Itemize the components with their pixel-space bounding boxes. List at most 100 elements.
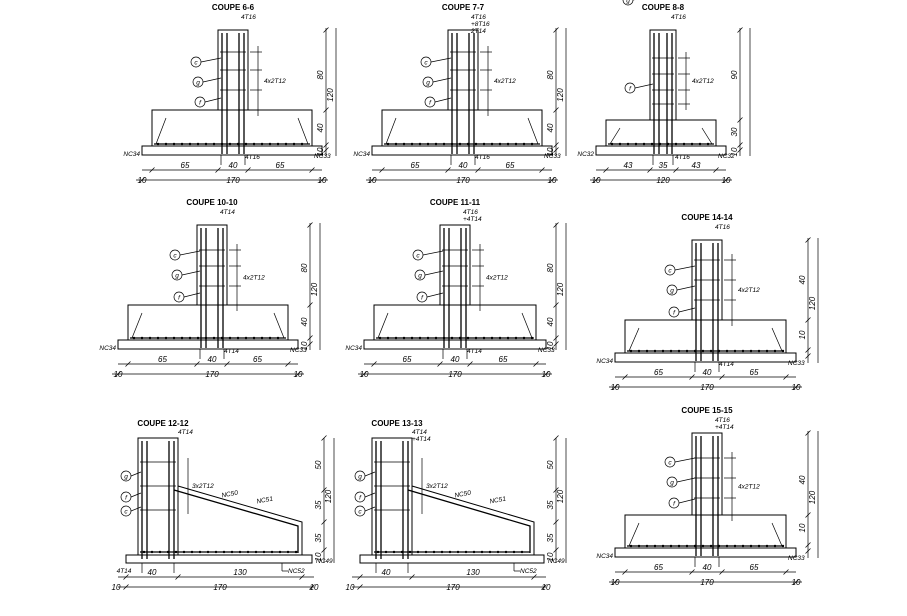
rebar-dot	[522, 336, 526, 340]
leader-line	[204, 97, 222, 103]
rebar-dot	[394, 142, 398, 146]
vertical-dim: 40	[316, 123, 325, 132]
dimension-tick	[437, 361, 443, 367]
nc-right-label: NC33	[544, 153, 561, 160]
rebar-dot	[701, 349, 705, 353]
footing-outline-right	[227, 304, 289, 340]
haunch-right	[297, 117, 309, 145]
dimension-tick	[321, 435, 327, 441]
rebar-dot	[717, 544, 721, 548]
rebar-dot	[206, 550, 210, 554]
side-rebar-label: 4x2T12	[243, 275, 265, 282]
rebar-dot	[669, 349, 673, 353]
reference-letter: f	[673, 309, 676, 316]
nc51-label: NC51	[489, 496, 507, 506]
rebar-dot	[416, 550, 420, 554]
blinding-slab	[125, 554, 313, 564]
vertical-dim: 35	[546, 533, 555, 542]
section-14-14: COUPE 14-14 4T16 4x2T12 NC34 NC33 4T14 c g f 40 10…	[596, 213, 819, 392]
bottom-rebar-label: 4T14	[467, 348, 482, 355]
dimension-tick	[553, 519, 559, 525]
rebar-dot	[709, 544, 713, 548]
rebar-dot	[426, 336, 430, 340]
vertical-dim: 40	[798, 275, 807, 284]
rebar-dot	[148, 336, 152, 340]
rebar-dot	[260, 142, 264, 146]
reference-circle	[622, 0, 634, 6]
reference-letter: g	[358, 473, 362, 480]
dimension-tick	[357, 574, 363, 580]
horizontal-dim-total: 170	[456, 176, 470, 185]
nc-right-label: NC33	[788, 360, 805, 367]
rebar-dot	[188, 142, 192, 146]
rebar-dot	[450, 336, 454, 340]
blinding-slab	[141, 145, 323, 156]
horizontal-dim-edge: 10	[138, 176, 147, 185]
rebar-dot	[530, 336, 534, 340]
dimension-tick	[612, 579, 618, 585]
reference-letter: f	[125, 494, 128, 501]
sloped-rebar	[407, 489, 531, 553]
rebar-dot	[230, 550, 234, 554]
dimension-tick	[723, 177, 729, 183]
rebar-dot	[685, 544, 689, 548]
dimension-tick	[123, 574, 129, 580]
rebar-dot	[142, 550, 146, 554]
dimension-tick	[139, 177, 145, 183]
rebar-dot	[458, 142, 462, 146]
side-rebar-label: 4x2T12	[486, 275, 508, 282]
rebar-dot	[156, 336, 160, 340]
horizontal-dim: 40	[229, 161, 238, 170]
horizontal-dim: 43	[624, 161, 633, 170]
section-title: COUPE 10-10	[186, 198, 238, 207]
vertical-dim: 10	[546, 341, 555, 350]
rebar-dot	[238, 550, 242, 554]
horizontal-dim-total: 170	[213, 583, 227, 592]
rebar-dot	[669, 544, 673, 548]
rebar-dot	[490, 142, 494, 146]
vertical-dim: 40	[798, 475, 807, 484]
rebar-dot	[188, 336, 192, 340]
leader-line	[130, 506, 142, 512]
reference-letter: g	[418, 272, 422, 279]
horizontal-dim-edge: 10	[792, 383, 801, 392]
rebar-dot	[520, 550, 524, 554]
dimension-tick	[553, 341, 559, 347]
dimension-tick	[612, 384, 618, 390]
horizontal-dim-total: 170	[448, 370, 462, 379]
bottom-rebar-label: 4T14	[117, 568, 132, 575]
nc-left-label: NC34	[345, 345, 362, 352]
dimension-tick	[533, 361, 539, 367]
section-11-11: COUPE 11-11 4T16+4T14 4x2T12 NC34 NC33 4T14 c g…	[345, 198, 567, 379]
rebar-dot	[440, 550, 444, 554]
horizontal-dim-total: 170	[700, 578, 714, 587]
vertical-dim: 40	[546, 317, 555, 326]
rebar-dot	[629, 544, 633, 548]
nc51-label: NC51	[256, 496, 274, 506]
top-rebar-label: 4T14	[220, 209, 235, 216]
dimension-tick	[369, 177, 375, 183]
section-8-8: COUPE 8-8 4T16 4x2T12 NC32 NC32 4T16 g f 90 30 10 4…	[577, 0, 751, 185]
reference-letter: g	[426, 79, 430, 86]
wall-outline	[137, 437, 179, 556]
top-rebar-label: 4T16	[715, 417, 730, 424]
rebar-dot	[765, 544, 769, 548]
reference-letter: c	[358, 508, 362, 515]
rebar-dot	[198, 550, 202, 554]
dimension-tick	[539, 167, 545, 173]
rebar-dot	[244, 336, 248, 340]
rebar-dot	[254, 550, 258, 554]
rebar-dot	[661, 349, 665, 353]
side-rebar-label: 3x2T12	[192, 483, 214, 490]
rebar-dot	[482, 142, 486, 146]
vertical-dim-total: 120	[556, 489, 565, 503]
rebar-dot	[456, 550, 460, 554]
rebar-dot	[284, 142, 288, 146]
nc50-label: NC50	[454, 490, 472, 500]
reference-letter: c	[194, 59, 198, 66]
haunch-left	[377, 312, 389, 339]
haunch-right	[527, 117, 539, 145]
rebar-dot	[246, 550, 250, 554]
rebar-dot	[228, 336, 232, 340]
